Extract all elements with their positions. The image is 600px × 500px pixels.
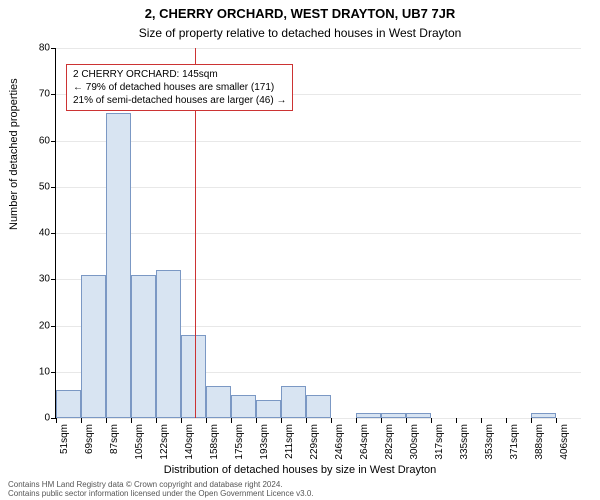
ytick-label: 70 (20, 89, 50, 100)
histogram-bar (81, 275, 106, 418)
xtick-label: 317sqm (434, 424, 445, 460)
xtick-label: 105sqm (134, 424, 145, 460)
gridline (56, 233, 581, 234)
histogram-bar (306, 395, 331, 418)
histogram-bar (206, 386, 231, 418)
gridline (56, 48, 581, 49)
x-axis-label: Distribution of detached houses by size … (0, 464, 600, 476)
xtick-mark (356, 418, 357, 423)
xtick-label: 335sqm (459, 424, 470, 460)
xtick-mark (156, 418, 157, 423)
xtick-label: 122sqm (159, 424, 170, 460)
xtick-mark (131, 418, 132, 423)
annotation-line-2: ← 79% of detached houses are smaller (17… (73, 81, 286, 94)
histogram-bar (131, 275, 156, 418)
y-axis-label: Number of detached properties (8, 78, 20, 230)
chart-container: 2, CHERRY ORCHARD, WEST DRAYTON, UB7 7JR… (0, 0, 600, 500)
annotation-box: 2 CHERRY ORCHARD: 145sqm ← 79% of detach… (66, 64, 293, 111)
xtick-mark (106, 418, 107, 423)
histogram-bar (356, 413, 381, 418)
chart-subtitle: Size of property relative to detached ho… (0, 26, 600, 40)
annotation-line-1: 2 CHERRY ORCHARD: 145sqm (73, 68, 286, 81)
annotation-line-3: 21% of semi-detached houses are larger (… (73, 94, 286, 107)
xtick-mark (206, 418, 207, 423)
xtick-mark (56, 418, 57, 423)
xtick-label: 264sqm (359, 424, 370, 460)
xtick-label: 69sqm (84, 424, 95, 454)
xtick-mark (331, 418, 332, 423)
xtick-mark (481, 418, 482, 423)
xtick-label: 371sqm (509, 424, 520, 460)
xtick-label: 406sqm (559, 424, 570, 460)
ytick-label: 80 (20, 43, 50, 54)
xtick-label: 246sqm (334, 424, 345, 460)
ytick-mark (51, 279, 56, 280)
footer-attribution: Contains HM Land Registry data © Crown c… (8, 480, 314, 498)
histogram-bar (106, 113, 131, 418)
xtick-mark (281, 418, 282, 423)
histogram-bar (281, 386, 306, 418)
xtick-mark (506, 418, 507, 423)
xtick-label: 211sqm (284, 424, 295, 459)
ytick-label: 50 (20, 181, 50, 192)
xtick-label: 87sqm (109, 424, 120, 454)
chart-address-title: 2, CHERRY ORCHARD, WEST DRAYTON, UB7 7JR (0, 6, 600, 21)
plot-area: 2 CHERRY ORCHARD: 145sqm ← 79% of detach… (55, 48, 581, 419)
xtick-mark (381, 418, 382, 423)
ytick-label: 10 (20, 366, 50, 377)
footer-line-2: Contains public sector information licen… (8, 489, 314, 498)
histogram-bar (256, 400, 281, 419)
xtick-mark (306, 418, 307, 423)
ytick-label: 20 (20, 320, 50, 331)
ytick-label: 40 (20, 228, 50, 239)
xtick-mark (431, 418, 432, 423)
ytick-mark (51, 372, 56, 373)
ytick-label: 0 (20, 413, 50, 424)
xtick-label: 193sqm (259, 424, 270, 460)
gridline (56, 141, 581, 142)
xtick-mark (456, 418, 457, 423)
histogram-bar (181, 335, 206, 418)
xtick-mark (406, 418, 407, 423)
ytick-label: 30 (20, 274, 50, 285)
ytick-label: 60 (20, 135, 50, 146)
histogram-bar (231, 395, 256, 418)
xtick-label: 140sqm (184, 424, 195, 460)
ytick-mark (51, 233, 56, 234)
gridline (56, 187, 581, 188)
histogram-bar (381, 413, 406, 418)
xtick-label: 229sqm (309, 424, 320, 460)
xtick-label: 51sqm (59, 424, 70, 454)
xtick-mark (81, 418, 82, 423)
ytick-mark (51, 48, 56, 49)
xtick-mark (256, 418, 257, 423)
xtick-label: 282sqm (384, 424, 395, 460)
xtick-mark (556, 418, 557, 423)
xtick-mark (531, 418, 532, 423)
ytick-mark (51, 326, 56, 327)
ytick-mark (51, 187, 56, 188)
xtick-mark (231, 418, 232, 423)
xtick-label: 388sqm (534, 424, 545, 460)
histogram-bar (406, 413, 431, 418)
ytick-mark (51, 94, 56, 95)
xtick-mark (181, 418, 182, 423)
footer-line-1: Contains HM Land Registry data © Crown c… (8, 480, 314, 489)
histogram-bar (56, 390, 81, 418)
histogram-bar (156, 270, 181, 418)
ytick-mark (51, 141, 56, 142)
gridline (56, 418, 581, 419)
histogram-bar (531, 413, 556, 418)
xtick-label: 175sqm (234, 424, 245, 460)
xtick-label: 158sqm (209, 424, 220, 460)
xtick-label: 353sqm (484, 424, 495, 460)
xtick-label: 300sqm (409, 424, 420, 460)
